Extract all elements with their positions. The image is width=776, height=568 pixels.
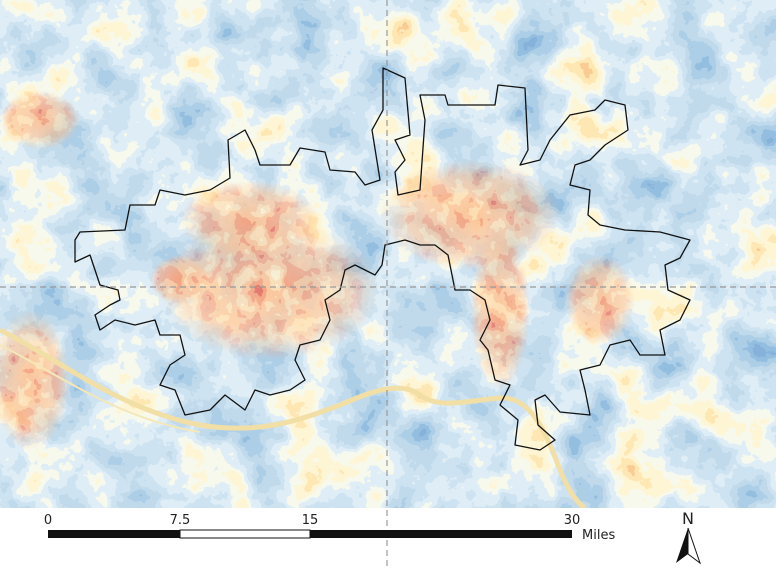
- north-arrow-left: [676, 528, 688, 563]
- north-label: N: [682, 509, 694, 528]
- scale-label: 15: [302, 513, 319, 528]
- scale-bar: 0 7.5 15 30 Miles: [44, 513, 616, 543]
- scale-segment: [310, 530, 572, 538]
- river: [0, 327, 587, 508]
- city-boundary: [74, 67, 691, 451]
- temperature-map: [0, 0, 776, 508]
- scale-label: 0: [44, 513, 52, 528]
- temperature-raster: [0, 0, 776, 508]
- north-arrow: N: [676, 509, 701, 565]
- scale-label: 7.5: [170, 513, 191, 528]
- river-channel: [0, 344, 201, 433]
- scale-segment: [179, 529, 311, 539]
- urban-heat: [0, 90, 635, 450]
- north-arrow-right: [687, 527, 701, 565]
- scale-label: 30: [564, 513, 581, 528]
- scale-unit: Miles: [582, 528, 615, 543]
- scale-segment: [48, 530, 180, 538]
